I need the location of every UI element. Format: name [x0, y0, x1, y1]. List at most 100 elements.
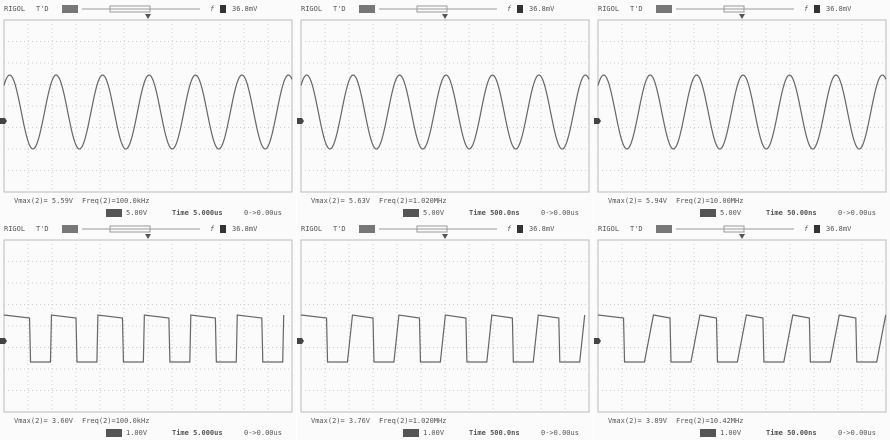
volts-div: 1.00V [423, 429, 445, 437]
scope-screen: RIGOL T'D f 36.8mV Vmax(2)= 3.76V Freq(2)=1.0… [297, 220, 593, 440]
brand: RIGOL [301, 225, 322, 233]
channel-label: CH2 [701, 209, 714, 217]
trigger-offset: 0->0.00us [541, 209, 579, 217]
channel-marker [297, 338, 304, 344]
freq-measure: Freq(2)=1.020MHz [379, 417, 446, 425]
lock-icon [517, 5, 523, 13]
volts-div: 1.00V [126, 429, 148, 437]
lock-icon [220, 5, 226, 13]
trigger-level: 36.8mV [529, 225, 555, 233]
vmax-measure: Vmax(2)= 5.94V [608, 197, 668, 205]
trigger-source: f [507, 5, 512, 13]
channel-label: CH2 [107, 209, 120, 217]
trigger-offset: 0->0.00us [838, 429, 876, 437]
time-base: Time 50.00ns [766, 209, 817, 217]
memory-indicator [359, 225, 375, 233]
freq-measure: Freq(2)=100.0kHz [82, 417, 149, 425]
channel-marker [594, 338, 601, 344]
scope-panel: RIGOL T'D f 36.8mV Vmax(2)= 5.59V Freq(2)=100… [0, 0, 296, 220]
scope-screen: RIGOL T'D f 36.8mV Vmax(2)= 5.63V Freq(2)=1.0… [297, 0, 593, 220]
channel-marker [0, 338, 7, 344]
trigger-level: 36.8mV [529, 5, 555, 13]
scope-screen: RIGOL T'D f 36.8mV Vmax(2)= 5.94V Freq(2)=10.… [594, 0, 890, 220]
memory-indicator [656, 225, 672, 233]
freq-measure: Freq(2)=100.0kHz [82, 197, 149, 205]
freq-measure: Freq(2)=10.00MHz [676, 197, 743, 205]
trigger-marker [442, 14, 448, 19]
trigger-source: f [804, 5, 809, 13]
waveform [301, 315, 585, 362]
volts-div: 5.00V [720, 209, 742, 217]
channel-label: CH2 [404, 209, 417, 217]
vmax-measure: Vmax(2)= 3.60V [14, 417, 74, 425]
scope-panel: RIGOL T'D f 36.8mV Vmax(2)= 5.63V Freq(2)=1.0… [297, 0, 593, 220]
volts-div: 1.00V [720, 429, 742, 437]
trigger-marker [739, 14, 745, 19]
trigger-source: f [210, 5, 215, 13]
vmax-measure: Vmax(2)= 5.59V [14, 197, 74, 205]
waveform [598, 315, 886, 362]
brand: RIGOL [598, 225, 619, 233]
volts-div: 5.00V [423, 209, 445, 217]
time-base: Time 5.000us [172, 429, 223, 437]
memory-indicator [62, 225, 78, 233]
page: {"panels": [ {"brand": "RIGOL", "mode": … [0, 0, 890, 440]
volts-div: 5.00V [126, 209, 148, 217]
vmax-measure: Vmax(2)= 3.89V [608, 417, 668, 425]
channel-marker [0, 118, 7, 124]
mode: T'D [630, 225, 643, 233]
trigger-offset: 0->0.00us [244, 209, 282, 217]
scope-grid: RIGOL T'D f 36.8mV Vmax(2)= 5.59V Freq(2)=100… [0, 0, 890, 440]
trigger-offset: 0->0.00us [244, 429, 282, 437]
trigger-level: 36.8mV [826, 225, 852, 233]
trigger-marker [145, 234, 151, 239]
trigger-source: f [507, 225, 512, 233]
lock-icon [220, 225, 226, 233]
brand: RIGOL [4, 5, 25, 13]
trigger-offset: 0->0.00us [541, 429, 579, 437]
trigger-marker [442, 234, 448, 239]
mode: T'D [333, 225, 346, 233]
memory-indicator [62, 5, 78, 13]
trigger-source: f [804, 225, 809, 233]
scope-panel: RIGOL T'D f 36.8mV Vmax(2)= 5.94V Freq(2)=10.… [594, 0, 890, 220]
time-base: Time 50.00ns [766, 429, 817, 437]
channel-marker [594, 118, 601, 124]
body: RIGOL T'D f 36.8mV Vmax(2)= 5.59V Freq(2)=100… [0, 0, 890, 440]
freq-measure: Freq(2)=10.42MHz [676, 417, 743, 425]
trigger-level: 36.8mV [826, 5, 852, 13]
vmax-measure: Vmax(2)= 5.63V [311, 197, 371, 205]
trigger-source: f [210, 225, 215, 233]
brand: RIGOL [301, 5, 322, 13]
trigger-level: 36.8mV [232, 5, 258, 13]
channel-label: CH2 [404, 429, 417, 437]
time-base: Time 500.0ns [469, 429, 520, 437]
scope-screen: RIGOL T'D f 36.8mV Vmax(2)= 5.59V Freq(2)=100… [0, 0, 296, 220]
mode: T'D [630, 5, 643, 13]
mode: T'D [36, 5, 49, 13]
channel-label: CH2 [701, 429, 714, 437]
memory-indicator [656, 5, 672, 13]
mode: T'D [36, 225, 49, 233]
scope-screen: RIGOL T'D f 36.8mV Vmax(2)= 3.60V Freq(2)=100… [0, 220, 296, 440]
vmax-measure: Vmax(2)= 3.76V [311, 417, 371, 425]
brand: RIGOL [4, 225, 25, 233]
lock-icon [517, 225, 523, 233]
scope-screen: RIGOL T'D f 36.8mV Vmax(2)= 3.89V Freq(2)=10.… [594, 220, 890, 440]
trigger-marker [145, 14, 151, 19]
waveform [4, 315, 284, 362]
brand: RIGOL [598, 5, 619, 13]
freq-measure: Freq(2)=1.020MHz [379, 197, 446, 205]
trigger-level: 36.8mV [232, 225, 258, 233]
scope-panel: RIGOL T'D f 36.8mV Vmax(2)= 3.76V Freq(2)=1.0… [297, 220, 593, 440]
mode: T'D [333, 5, 346, 13]
scope-panel: RIGOL T'D f 36.8mV Vmax(2)= 3.60V Freq(2)=100… [0, 220, 296, 440]
lock-icon [814, 225, 820, 233]
lock-icon [814, 5, 820, 13]
channel-label: CH2 [107, 429, 120, 437]
time-base: Time 5.000us [172, 209, 223, 217]
time-base: Time 500.0ns [469, 209, 520, 217]
trigger-marker [739, 234, 745, 239]
scope-panel: RIGOL T'D f 36.8mV Vmax(2)= 3.89V Freq(2)=10.… [594, 220, 890, 440]
trigger-offset: 0->0.00us [838, 209, 876, 217]
